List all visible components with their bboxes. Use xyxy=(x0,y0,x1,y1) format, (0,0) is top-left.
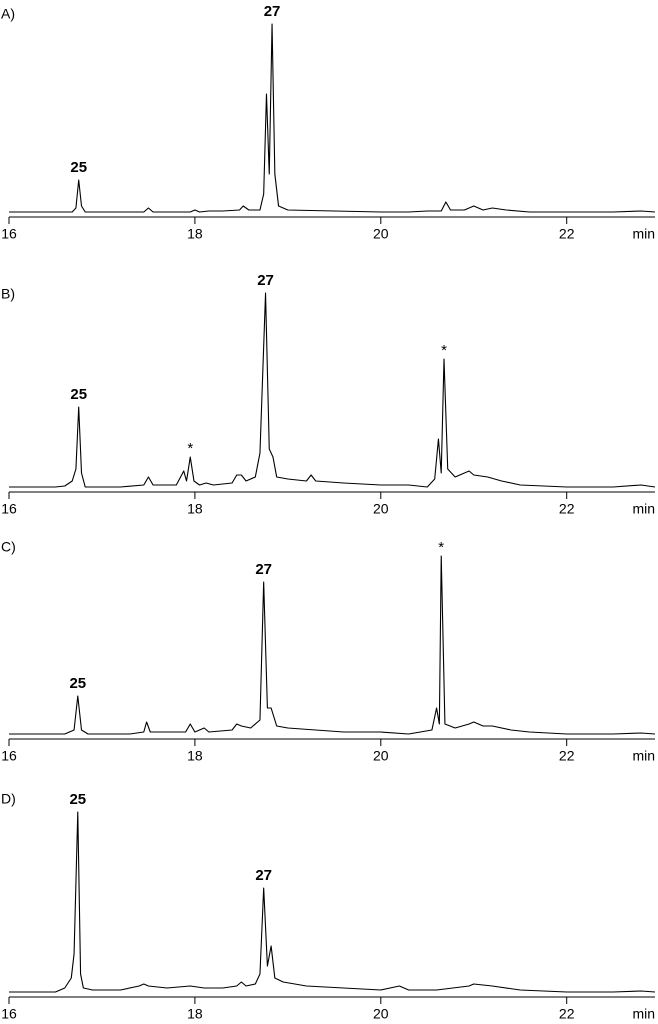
x-tick-label: 18 xyxy=(187,501,203,517)
x-tick-label: 18 xyxy=(187,1006,203,1022)
x-tick-label: 18 xyxy=(187,226,203,242)
x-tick-label: 22 xyxy=(559,748,575,764)
chromatogram-trace xyxy=(9,292,656,488)
chromatogram-trace xyxy=(9,555,656,735)
x-tick-label: 16 xyxy=(1,1006,17,1022)
x-tick-label: 20 xyxy=(373,748,389,764)
peak-annotation: 25 xyxy=(70,159,87,176)
peak-annotation: * xyxy=(187,440,193,457)
x-tick-label: 16 xyxy=(1,501,17,517)
panel-label: A) xyxy=(1,6,15,22)
chromatogram-trace xyxy=(9,811,656,993)
peak-annotation: * xyxy=(438,539,444,556)
peak-annotation: 27 xyxy=(255,867,272,884)
peak-annotation: 27 xyxy=(257,272,274,289)
x-tick-label: 22 xyxy=(559,226,575,242)
peak-annotation: 25 xyxy=(70,386,87,403)
x-tick-label: 20 xyxy=(373,226,389,242)
peak-annotation: 25 xyxy=(69,675,86,692)
x-tick-label: 22 xyxy=(559,501,575,517)
peak-annotation: * xyxy=(441,342,447,359)
chromatogram-trace xyxy=(9,23,656,213)
panel-label: D) xyxy=(1,791,16,807)
x-tick-label: 22 xyxy=(559,1006,575,1022)
x-tick-label: 18 xyxy=(187,748,203,764)
x-axis-label: min xyxy=(632,501,655,517)
panel-label: C) xyxy=(1,539,16,555)
x-tick-label: 16 xyxy=(1,226,17,242)
x-axis-label: min xyxy=(632,226,655,242)
x-tick-label: 16 xyxy=(1,748,17,764)
x-tick-label: 20 xyxy=(373,1006,389,1022)
x-axis-label: min xyxy=(632,1006,655,1022)
x-tick-label: 20 xyxy=(373,501,389,517)
x-axis-label: min xyxy=(632,748,655,764)
peak-annotation: 27 xyxy=(264,3,281,20)
peak-annotation: 25 xyxy=(69,791,86,808)
peak-annotation: 27 xyxy=(255,561,272,578)
panel-label: B) xyxy=(1,286,15,302)
